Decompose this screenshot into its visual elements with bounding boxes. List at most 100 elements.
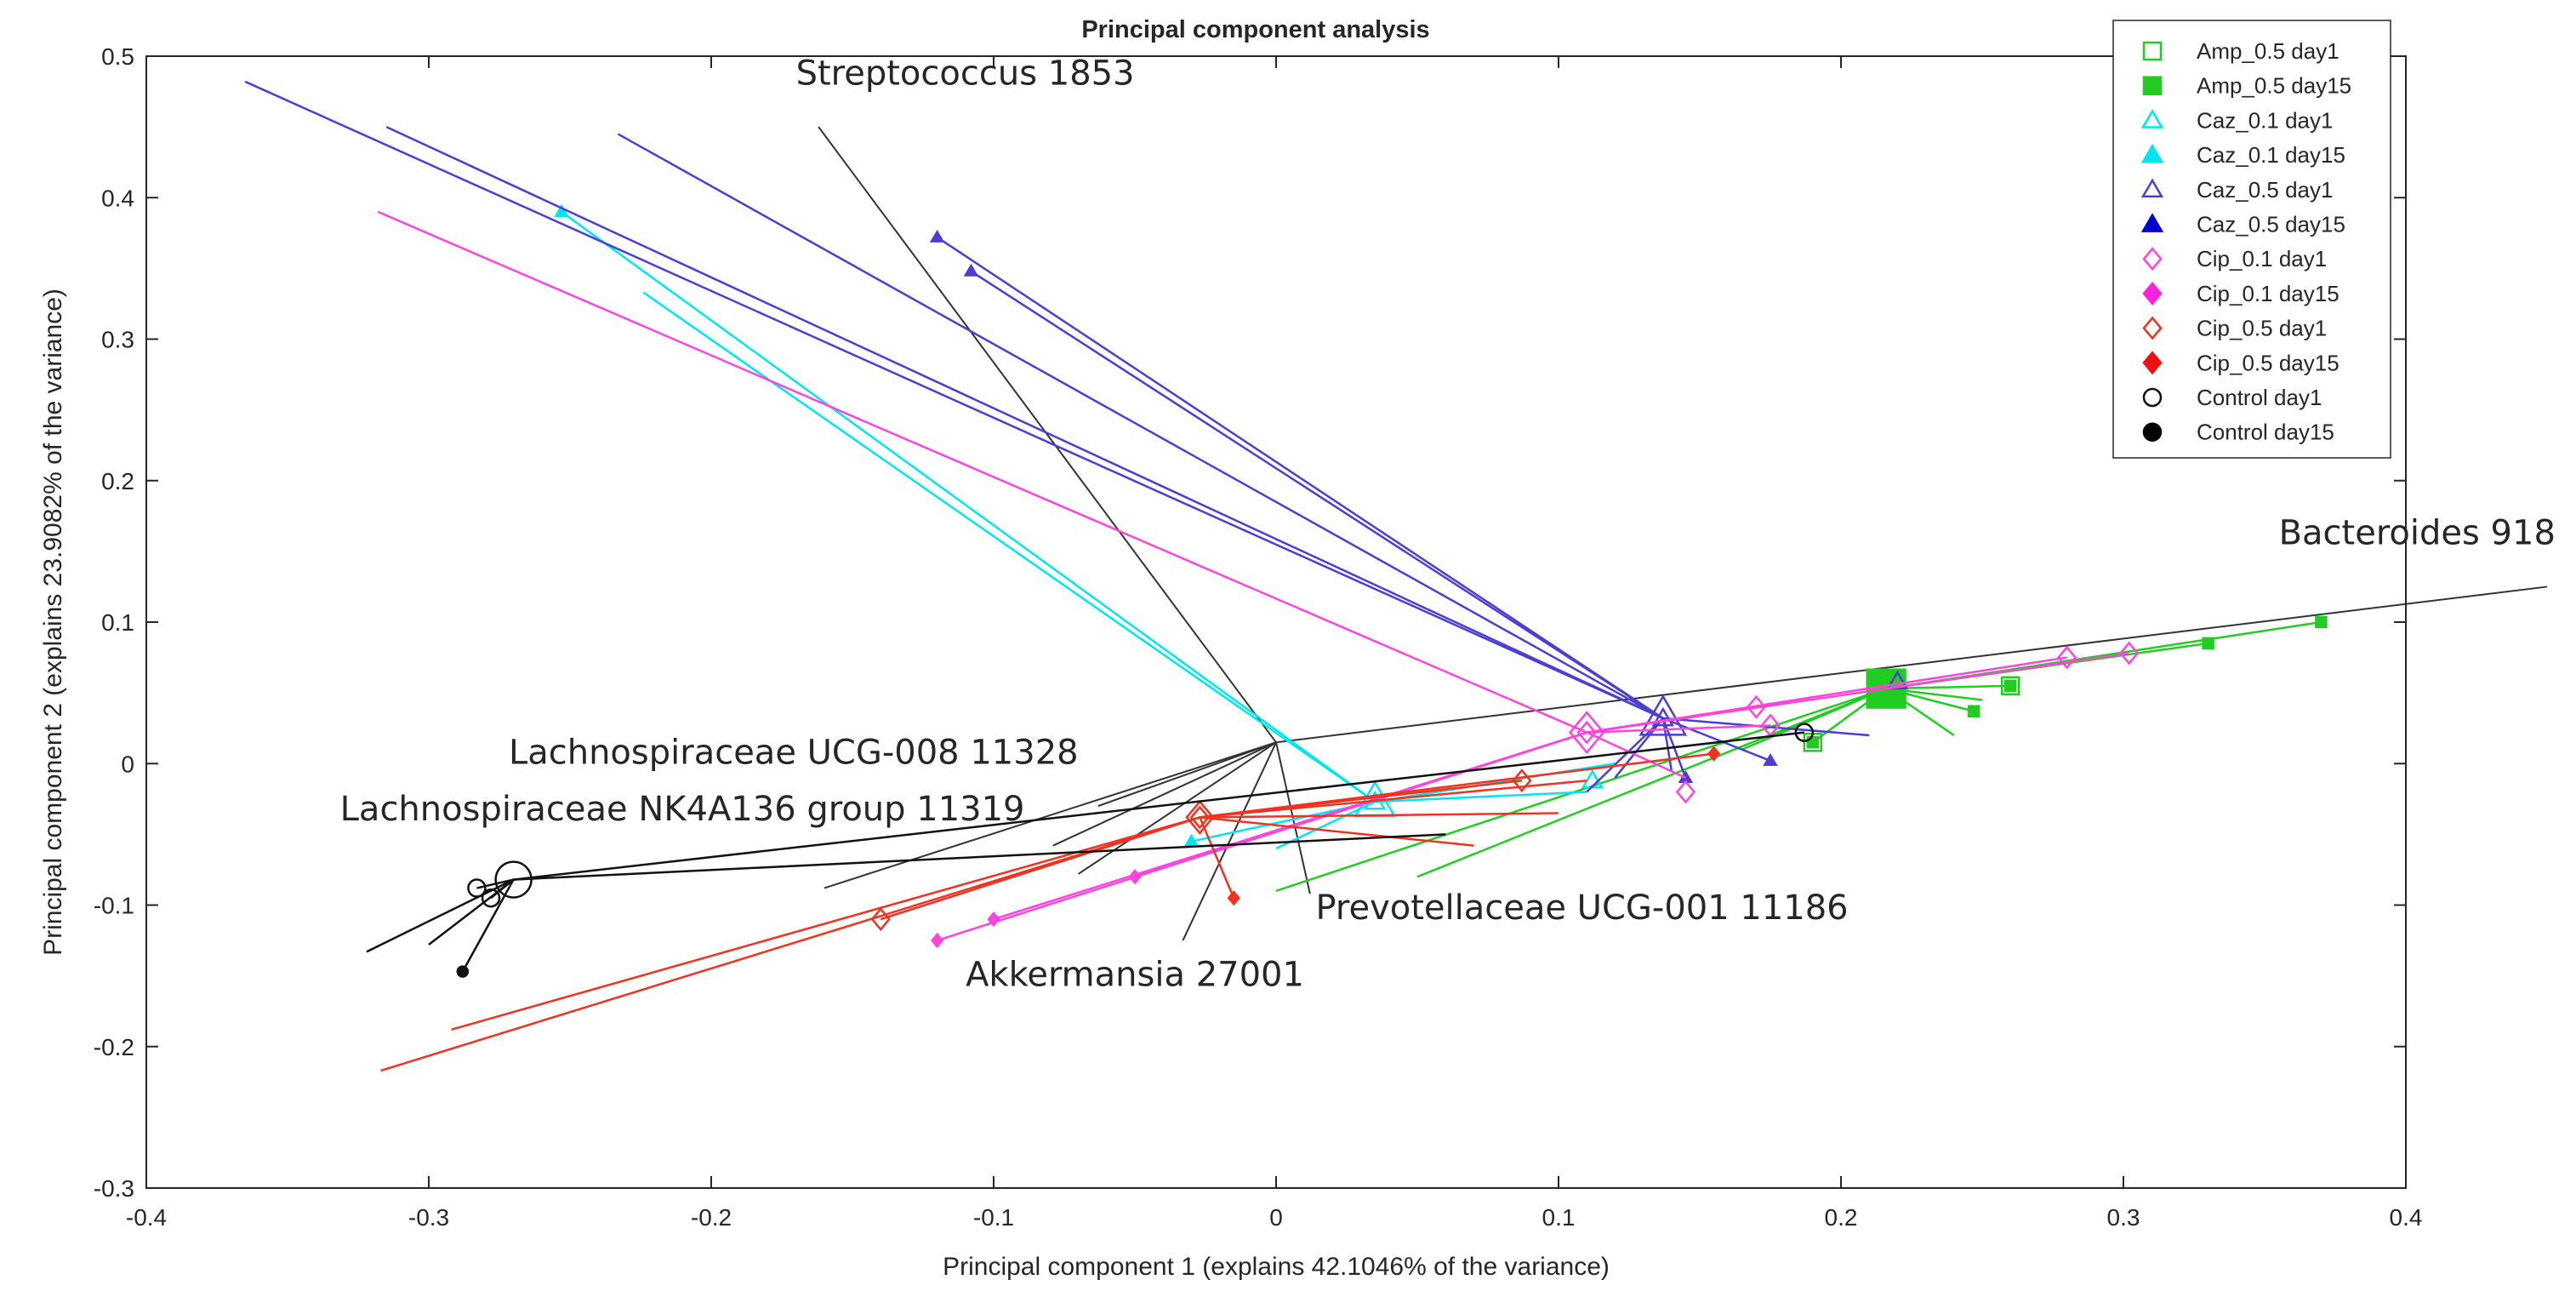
spoke-line	[561, 210, 1376, 803]
data-point-day1	[1189, 805, 1210, 830]
spoke-line	[1200, 812, 1559, 819]
y-tick-label: 0.4	[101, 185, 134, 211]
centroid-marker	[494, 860, 533, 899]
loading-vector	[1052, 741, 1277, 847]
data-point-day15	[456, 965, 470, 978]
legend-marker	[2142, 351, 2163, 375]
series-layer	[244, 80, 2328, 1072]
data-point-day15	[1227, 890, 1240, 906]
data-point-day15	[2003, 679, 2017, 693]
data-point-day15	[2202, 637, 2214, 650]
legend-marker	[2142, 316, 2163, 340]
loading-label: Prevotellaceae UCG-001 11186	[1315, 888, 1848, 928]
spoke-line	[1614, 717, 1664, 779]
data-point-day1	[467, 878, 487, 898]
y-tick-label: 0.2	[101, 468, 134, 494]
spoke-line	[1275, 687, 1887, 893]
data-point-day1	[1746, 694, 1767, 719]
legend-marker	[2142, 422, 2163, 442]
x-tick-label: -0.2	[691, 1204, 732, 1231]
y-tick-label: 0	[121, 751, 134, 777]
legend-label: Control day1	[2197, 385, 2322, 410]
legend-marker	[2140, 143, 2164, 163]
legend-entry: Amp_0.5 day15	[2142, 73, 2351, 99]
loading-vector	[1078, 741, 1277, 875]
legend-marker	[2140, 178, 2164, 198]
spoke-line	[1586, 731, 1686, 780]
legend-label: Cip_0.1 day1	[2197, 246, 2327, 271]
legend-label: Cip_0.5 day15	[2197, 350, 2339, 375]
loading-label: Streptococcus 1853	[796, 54, 1135, 93]
legend-entry: Caz_0.5 day1	[2140, 177, 2333, 203]
spoke-line	[244, 80, 1664, 720]
legend-marker	[2142, 41, 2163, 61]
spoke-line	[1662, 717, 1870, 737]
x-axis-label: Principal component 1 (explains 42.1046%…	[943, 1253, 1610, 1281]
data-point-day15	[987, 911, 1000, 928]
data-point-day15	[930, 932, 944, 949]
legend-entry: Amp_0.5 day1	[2142, 38, 2339, 64]
x-tick-label: 0	[1269, 1204, 1283, 1231]
legend-entry: Caz_0.1 day15	[2140, 142, 2345, 168]
spoke-line	[377, 210, 1587, 734]
spoke-line	[970, 270, 1664, 720]
legend-entry: Caz_0.1 day1	[2140, 107, 2333, 133]
loading-label: Akkermansia 27001	[966, 955, 1304, 994]
legend-label: Caz_0.1 day1	[2197, 107, 2333, 133]
loading-vector	[1182, 741, 1277, 941]
x-tick-label: 0.4	[2390, 1204, 2423, 1231]
spoke-line	[380, 816, 1200, 1072]
legend-entry: Cip_0.1 day15	[2142, 281, 2339, 306]
spoke-line	[1200, 816, 1474, 847]
y-tick-label: 0.3	[101, 327, 134, 353]
loadings-layer: Streptococcus 1853 Bacteroides 918 Lachnos…	[340, 54, 2556, 994]
legend-entry: Control day1	[2142, 385, 2322, 410]
y-tick-label: -0.2	[94, 1034, 134, 1060]
spoke-line	[936, 236, 1664, 720]
spoke-line	[366, 878, 515, 953]
series-control	[366, 723, 1815, 978]
spoke-line	[1375, 791, 1587, 803]
series-cip-0-5	[380, 746, 1721, 1072]
data-point-day15	[929, 229, 945, 243]
axes-box	[145, 55, 2407, 1189]
spoke-line	[1587, 706, 1757, 734]
data-point-day15	[1967, 705, 1980, 717]
data-point-day1	[1675, 780, 1696, 804]
data-point-day1	[481, 888, 501, 908]
spoke-line	[385, 125, 1664, 720]
spoke-line	[1416, 687, 1887, 878]
legend-marker	[2142, 76, 2163, 95]
loading-vector	[1097, 741, 1277, 808]
data-point-day1	[1651, 706, 1675, 727]
legend-entry: Cip_0.1 day1	[2142, 246, 2327, 271]
spoke-line	[490, 878, 515, 900]
legend-marker	[2140, 109, 2164, 129]
spoke-line	[1661, 717, 1673, 771]
loading-vector	[1275, 742, 1311, 894]
legend-marker	[2142, 387, 2163, 408]
legend-label: Caz_0.5 day15	[2197, 212, 2345, 237]
centroid-marker	[1185, 799, 1215, 835]
loading-vector	[818, 126, 1277, 743]
data-point-day1	[2056, 645, 2077, 670]
series-cip-0-1	[377, 210, 2140, 949]
legend-label: Cip_0.1 day15	[2197, 281, 2339, 306]
spoke-line	[1134, 731, 1587, 878]
spoke-line	[642, 291, 1376, 803]
legend-marker	[2140, 213, 2164, 232]
legend-label: Cip_0.5 day1	[2197, 316, 2327, 341]
spoke-line	[513, 731, 1804, 881]
data-point-day1	[2119, 641, 2140, 666]
legend: Amp_0.5 day1 Amp_0.5 day15 Caz_0.1 day1 Caz…	[2112, 20, 2391, 459]
x-tick-label: 0.3	[2107, 1204, 2140, 1231]
data-point-day15	[1183, 833, 1200, 847]
x-tick-label: -0.1	[973, 1204, 1014, 1231]
loading-label: Bacteroides 918	[2279, 514, 2556, 553]
legend-entry: Caz_0.5 day15	[2140, 212, 2345, 237]
spoke-line	[451, 816, 1200, 1031]
data-point-day1	[1512, 768, 1532, 793]
legend-label: Amp_0.5 day1	[2197, 38, 2339, 64]
legend-entry: Control day15	[2142, 420, 2334, 445]
